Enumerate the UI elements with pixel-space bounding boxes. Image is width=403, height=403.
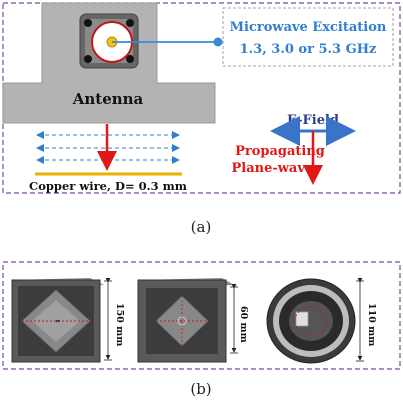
- panel-a: Microwave Excitation 1.3, 3.0 or 5.3 GHz…: [3, 3, 400, 193]
- excitation-box: [223, 8, 393, 66]
- propagating-line2: Plane-waves: [231, 161, 320, 176]
- coax-connector: [80, 14, 138, 68]
- excitation-frequencies: 1.3, 3.0 or 5.3 GHz: [240, 42, 377, 57]
- antenna-label: Antenna: [72, 90, 144, 108]
- efield-label: E-Field: [287, 113, 339, 128]
- excitation-title: Microwave Excitation: [230, 20, 387, 35]
- caption-b: (b): [190, 380, 211, 398]
- antenna-110mm: [267, 279, 355, 363]
- dim-label-60: 60 mm: [238, 306, 249, 343]
- antenna-150mm: [12, 278, 104, 362]
- dim-label-150: 150 mm: [114, 303, 125, 346]
- leader-dot: [214, 38, 223, 47]
- dim-label-110: 110 mm: [366, 303, 377, 346]
- panel-b: 150 mm 60 mm 110 mm: [3, 262, 400, 369]
- wire-label: Copper wire, D= 0.3 mm: [29, 179, 187, 193]
- propagating-line1: Propagating: [235, 144, 325, 159]
- antenna-60mm: [138, 278, 234, 362]
- caption-a: (a): [191, 218, 212, 236]
